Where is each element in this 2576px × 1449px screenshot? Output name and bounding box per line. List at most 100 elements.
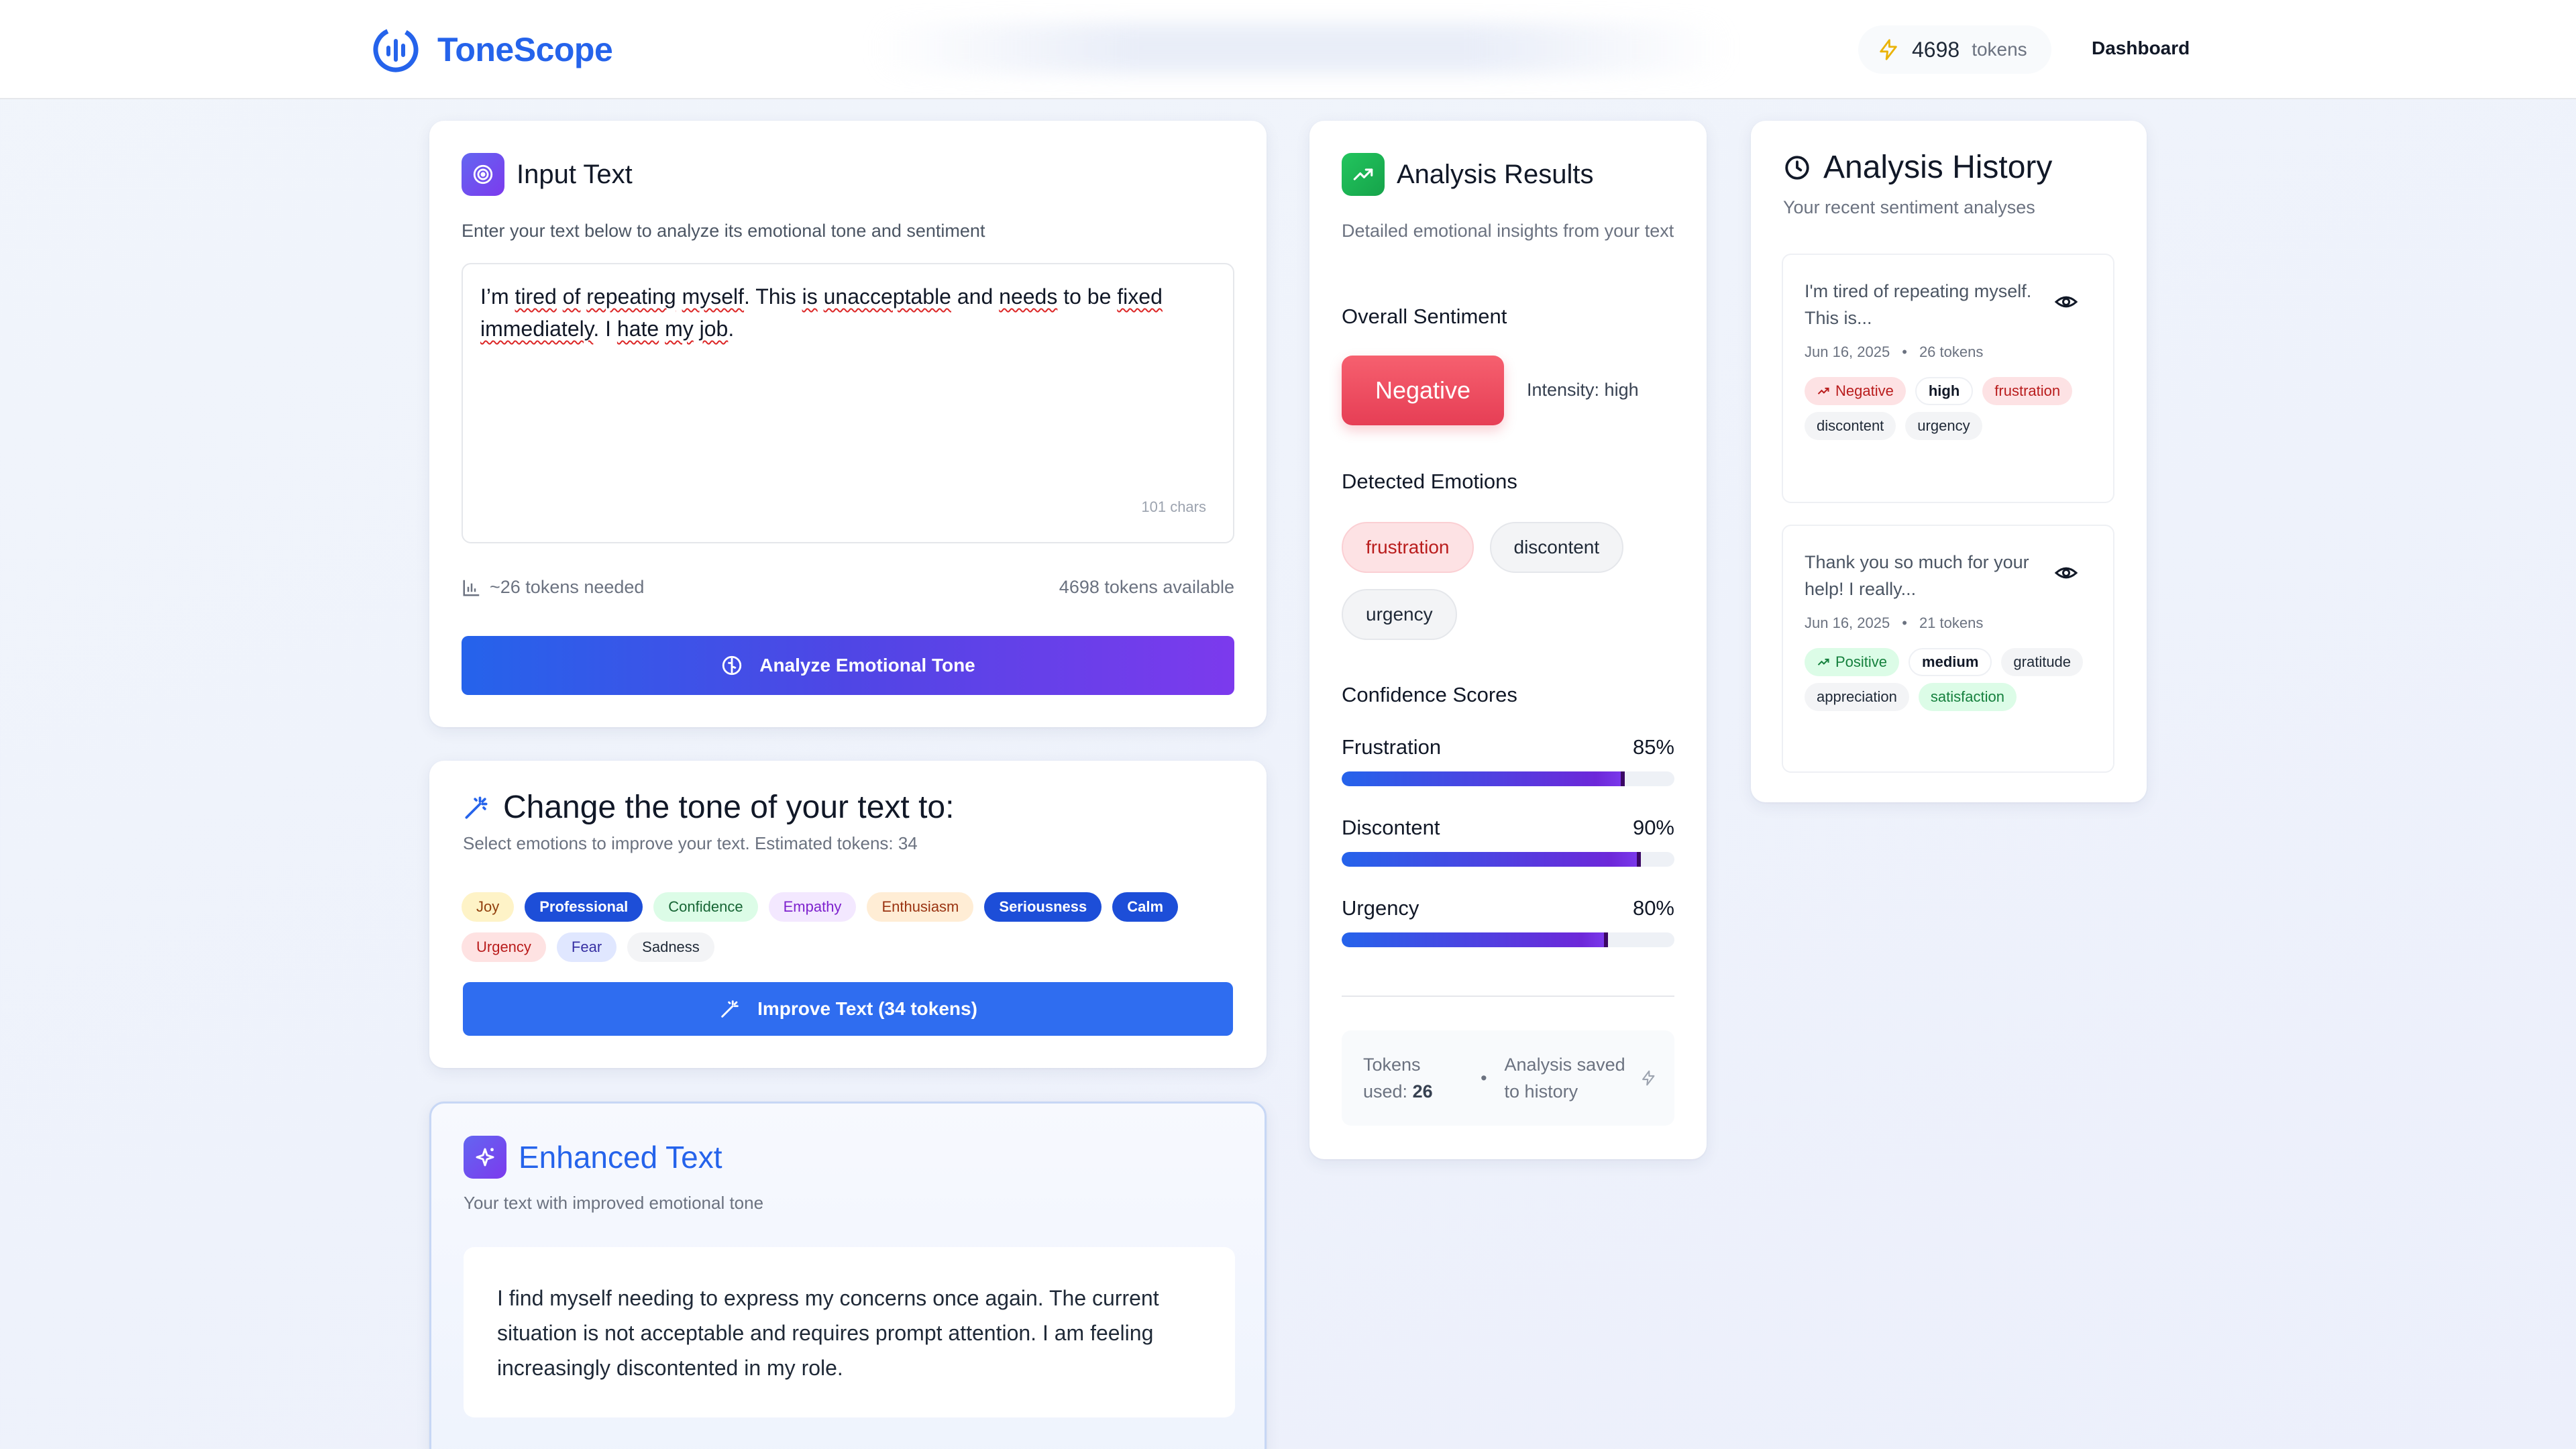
score-value: 90% <box>1632 816 1674 839</box>
history-item[interactable]: I'm tired of repeating myself. This is..… <box>1782 254 2114 503</box>
score-bar-fill <box>1342 771 1625 786</box>
history-item[interactable]: Thank you so much for your help! I reall… <box>1782 525 2114 773</box>
results-footer: Tokens used: 26 • Analysis saved to hist… <box>1342 1030 1674 1126</box>
history-emotion-tag: gratitude <box>2001 648 2084 676</box>
input-card-subtitle: Enter your text below to analyze its emo… <box>462 221 985 241</box>
analysis-results-card: Analysis Results Detailed emotional insi… <box>1309 121 1707 1159</box>
history-emotion-tag: urgency <box>1905 412 1982 440</box>
input-text-segment: fixed <box>1117 284 1163 309</box>
input-text-segment: of <box>562 284 581 309</box>
tokens-available: 4698 tokens available <box>1059 577 1234 597</box>
tokens-used-label: Tokens used: <box>1363 1055 1421 1102</box>
input-textarea[interactable]: I’m tired of repeating myself. This is u… <box>462 263 1234 543</box>
input-card-header: Input Text <box>462 153 633 196</box>
tokens-used: Tokens used: 26 <box>1363 1051 1463 1105</box>
token-balance: 4698 tokens <box>1858 25 2051 74</box>
tokens-needed: ~26 tokens needed <box>462 577 644 598</box>
input-text-segment: immediately <box>480 317 594 341</box>
tone-chip-urgency[interactable]: Urgency <box>462 932 546 962</box>
improve-text-button[interactable]: Improve Text (34 tokens) <box>463 982 1233 1036</box>
history-card-title: Analysis History <box>1823 150 2053 185</box>
score-urgency: Urgency 80% <box>1342 896 1674 947</box>
history-sentiment-label: Positive <box>1835 653 1888 670</box>
emotion-chip: frustration <box>1342 522 1474 573</box>
score-value: 85% <box>1632 735 1674 759</box>
analysis-saved: Analysis saved to history <box>1504 1055 1625 1102</box>
tokens-used-value: 26 <box>1412 1081 1433 1102</box>
detected-emotions-label: Detected Emotions <box>1342 470 1517 493</box>
input-text-segment: job <box>699 317 729 341</box>
confidence-scores-label: Confidence Scores <box>1342 683 1517 706</box>
history-item-tokens: 21 tokens <box>1919 614 1984 631</box>
tone-chip-calm[interactable]: Calm <box>1112 892 1179 922</box>
score-discontent: Discontent 90% <box>1342 816 1674 867</box>
input-text-content: I’m tired of repeating myself. This is u… <box>480 284 1163 341</box>
input-text-segment <box>659 317 665 341</box>
enhanced-card-title: Enhanced Text <box>519 1140 722 1175</box>
score-bar-track <box>1342 852 1674 867</box>
change-tone-card: Change the tone of your text to: Select … <box>429 761 1267 1068</box>
improve-button-label: Improve Text (34 tokens) <box>757 998 977 1019</box>
history-emotion-tag: appreciation <box>1805 683 1909 711</box>
input-text-segment: unacceptable <box>823 284 951 309</box>
score-bar-fill <box>1342 852 1642 867</box>
history-card-header: Analysis History <box>1783 149 2052 186</box>
enhanced-text-box[interactable]: I find myself needing to express my conc… <box>464 1247 1235 1417</box>
tone-chip-professional[interactable]: Professional <box>525 892 643 922</box>
history-item-tags: Positive medium gratitude appreciation satis… <box>1805 648 2086 711</box>
history-item-meta: Jun 16, 2025 • 26 tokens <box>1805 343 1983 361</box>
tone-chip-seriousness[interactable]: Seriousness <box>984 892 1102 922</box>
token-word: tokens <box>1972 39 2027 60</box>
eye-icon[interactable] <box>2054 561 2078 585</box>
score-name: Urgency <box>1342 896 1419 920</box>
emotion-chip: urgency <box>1342 589 1457 640</box>
tone-chip-fear[interactable]: Fear <box>556 932 617 962</box>
intensity-label: Intensity: high <box>1527 380 1639 400</box>
tone-card-header: Change the tone of your text to: <box>462 789 954 826</box>
input-text-segment <box>557 284 563 309</box>
enhanced-card-subtitle: Your text with improved emotional tone <box>464 1193 764 1213</box>
score-bar-track <box>1342 771 1674 786</box>
wand-icon <box>721 1000 739 1018</box>
input-text-segment: . <box>728 317 735 341</box>
history-intensity-tag: medium <box>1909 648 1992 676</box>
input-text-segment <box>818 284 824 309</box>
eye-icon[interactable] <box>2054 290 2078 314</box>
analysis-history-card: Analysis History Your recent sentiment a… <box>1751 121 2147 802</box>
history-intensity-tag: high <box>1915 377 1974 405</box>
brand[interactable]: ToneScope <box>369 21 613 78</box>
history-emotion-tag: satisfaction <box>1918 683 2017 711</box>
analyze-button-label: Analyze Emotional Tone <box>759 655 975 676</box>
footer-dot: • <box>1481 1068 1487 1088</box>
blurred-header-area <box>872 23 1731 74</box>
history-item-text: I'm tired of repeating myself. This is..… <box>1805 281 2032 328</box>
enhanced-card-header: Enhanced Text <box>464 1136 722 1179</box>
tone-chip-enthusiasm[interactable]: Enthusiasm <box>867 892 974 922</box>
tone-chip-confidence[interactable]: Confidence <box>653 892 758 922</box>
score-frustration: Frustration 85% <box>1342 735 1674 786</box>
history-card-subtitle: Your recent sentiment analyses <box>1783 197 2035 217</box>
target-icon <box>462 153 504 196</box>
token-count: 4698 <box>1912 37 1960 62</box>
dashboard-link[interactable]: Dashboard <box>2092 38 2190 58</box>
history-sentiment-tag: Positive <box>1805 648 1900 676</box>
tone-chip-joy[interactable]: Joy <box>462 892 515 922</box>
tone-chip-sadness[interactable]: Sadness <box>627 932 714 962</box>
input-text-segment: . This <box>744 284 802 309</box>
input-text-segment: my <box>665 317 694 341</box>
input-card-title: Input Text <box>517 159 633 189</box>
results-card-title: Analysis Results <box>1397 159 1594 189</box>
tone-chip-empathy[interactable]: Empathy <box>768 892 857 922</box>
tone-chip-list: Joy Professional Confidence Empathy Enthusia… <box>462 892 1240 962</box>
analyze-button[interactable]: Analyze Emotional Tone <box>462 636 1234 695</box>
score-value: 80% <box>1632 896 1674 920</box>
history-item-date: Jun 16, 2025 <box>1805 343 1890 360</box>
meta-dot: • <box>1902 343 1907 360</box>
input-text-segment: myself <box>682 284 745 309</box>
score-name: Discontent <box>1342 816 1440 839</box>
sparkles-icon <box>464 1136 506 1179</box>
history-item-tags: Negative high frustration discontent urgency <box>1805 377 2086 440</box>
brain-icon <box>722 655 742 676</box>
history-sentiment-tag: Negative <box>1805 377 1906 405</box>
score-header: Discontent 90% <box>1342 816 1674 840</box>
